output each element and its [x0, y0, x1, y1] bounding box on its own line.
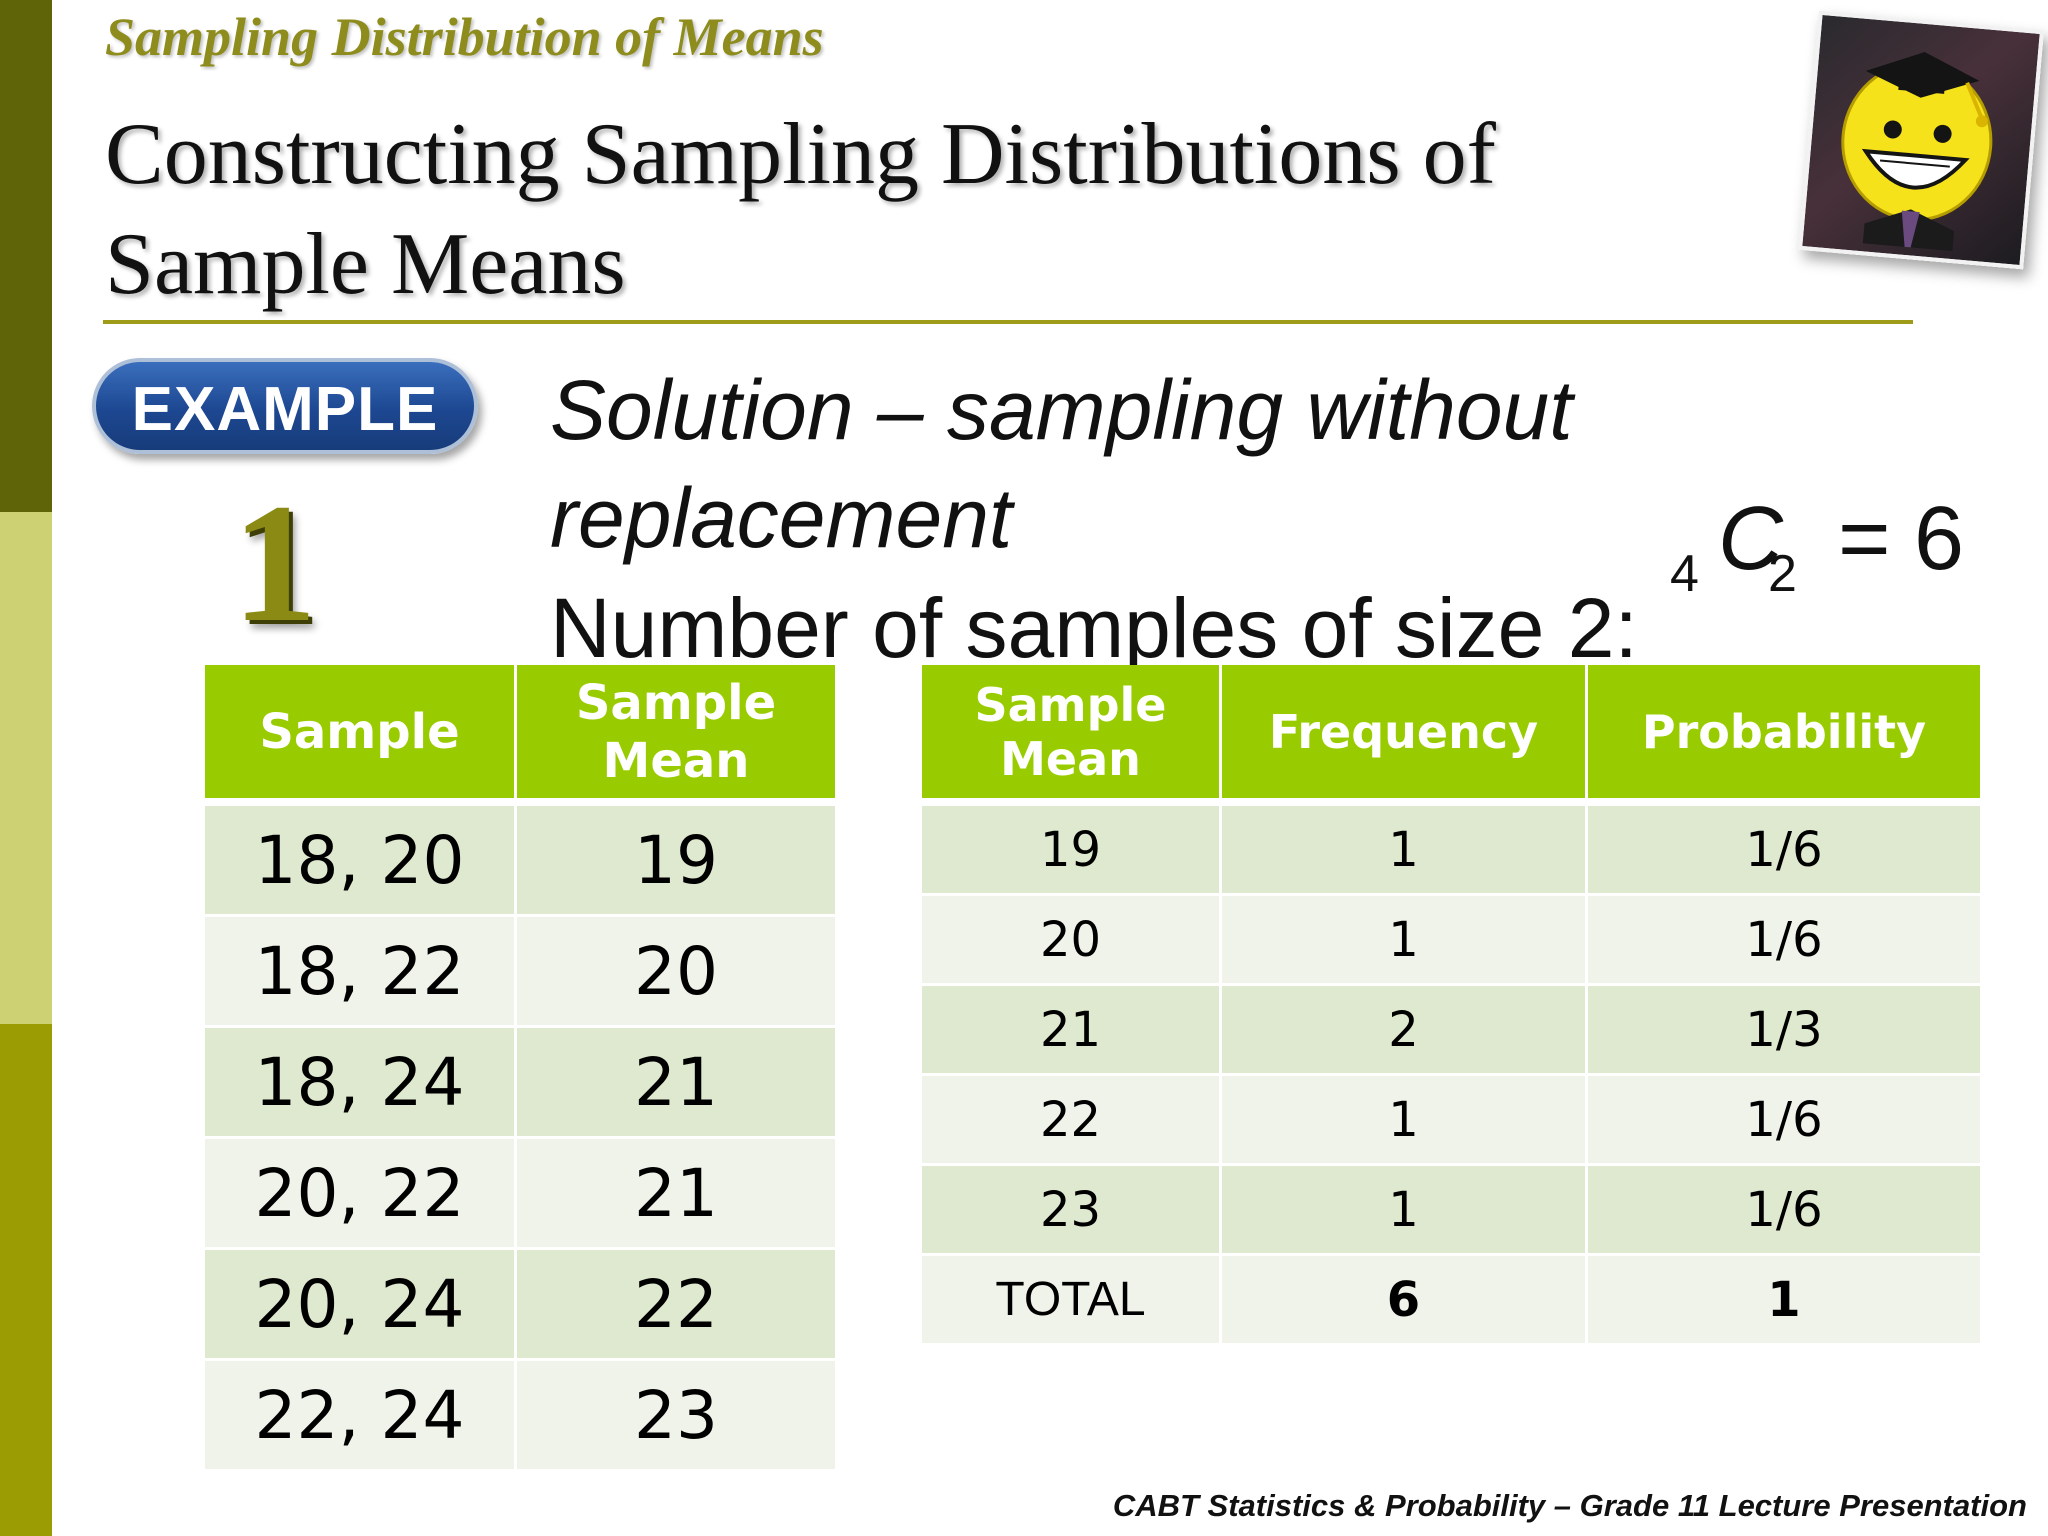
table-cell: 1 [1222, 806, 1588, 896]
solution-heading: Solution – sampling without [550, 363, 1573, 457]
total-probability: 1 [1588, 1256, 1980, 1346]
title-divider [103, 320, 1913, 324]
table-total-row: TOTAL 6 1 [922, 1256, 1980, 1346]
distribution-table: Sample Mean Frequency Probability 19 1 1… [922, 665, 1980, 1346]
table-row: 22 1 1/6 [922, 1076, 1980, 1166]
table-cell: 20, 22 [205, 1139, 517, 1250]
table-cell: 18, 22 [205, 917, 517, 1028]
column-header: Probability [1588, 665, 1980, 806]
table-cell: 1 [1222, 1166, 1588, 1256]
table-row: 23 1 1/6 [922, 1166, 1980, 1256]
table-row: 21 2 1/3 [922, 986, 1980, 1076]
sample-count-label: Number of samples of size 2: [550, 581, 1638, 675]
table-cell: 18, 24 [205, 1028, 517, 1139]
table-cell: 22 [517, 1250, 835, 1361]
table-row: 20, 24 22 [205, 1250, 835, 1361]
column-header: Sample Mean [517, 665, 835, 806]
table-cell: 21 [517, 1139, 835, 1250]
table-row: 22, 24 23 [205, 1361, 835, 1472]
table-cell: 22 [922, 1076, 1222, 1166]
table-cell: 19 [517, 806, 835, 917]
table-row: 20, 22 21 [205, 1139, 835, 1250]
yellow-smiley-character-icon [1841, 51, 1993, 252]
table-cell: 20, 24 [205, 1250, 517, 1361]
column-header: Sample [205, 665, 517, 806]
slide-title: Constructing Sampling Distributions of S… [105, 106, 1496, 313]
slide-footer: CABT Statistics & Probability – Grade 11… [1112, 1488, 2027, 1523]
table-cell: 1/6 [1588, 1076, 1980, 1166]
combination-formula: 4 C 2 = 6 [1668, 489, 1988, 610]
sidebar-band-light [0, 512, 52, 1024]
example-number: 1 [232, 469, 317, 657]
table-cell: 1/6 [1588, 806, 1980, 896]
formula-value: 6 [1914, 489, 1965, 589]
table-cell: 1/3 [1588, 986, 1980, 1076]
teacher-portrait-image [1797, 10, 2045, 270]
table-cell: 1/6 [1588, 896, 1980, 986]
table-cell: 2 [1222, 986, 1588, 1076]
table-cell: 20 [517, 917, 835, 1028]
formula-r: 2 [1768, 545, 1797, 603]
table-cell: 1/6 [1588, 1166, 1980, 1256]
sidebar-band-dark [0, 0, 52, 512]
formula-symbol: C [1718, 489, 1783, 589]
formula-n: 4 [1670, 545, 1699, 603]
table-row: 18, 22 20 [205, 917, 835, 1028]
table-row: 20 1 1/6 [922, 896, 1980, 986]
samples-table: Sample Sample Mean 18, 20 19 18, 22 20 1… [205, 665, 835, 1472]
table-cell: 1 [1222, 896, 1588, 986]
table-cell: 21 [517, 1028, 835, 1139]
table-cell: 23 [922, 1166, 1222, 1256]
table-row: 18, 20 19 [205, 806, 835, 917]
formula-equals: = [1838, 489, 1891, 589]
column-header: Frequency [1222, 665, 1588, 806]
example-badge: EXAMPLE [92, 358, 478, 454]
table-cell: 18, 20 [205, 806, 517, 917]
table-row: 18, 24 21 [205, 1028, 835, 1139]
table-header-row: Sample Sample Mean [205, 665, 835, 806]
slide-topic: Sampling Distribution of Means [105, 7, 824, 67]
table-cell: 19 [922, 806, 1222, 896]
table-cell: 22, 24 [205, 1361, 517, 1472]
column-header: Sample Mean [922, 665, 1222, 806]
total-frequency: 6 [1222, 1256, 1588, 1346]
sidebar-band-olive [0, 1024, 52, 1536]
table-cell: 21 [922, 986, 1222, 1076]
table-row: 19 1 1/6 [922, 806, 1980, 896]
table-cell: 23 [517, 1361, 835, 1472]
total-label: TOTAL [922, 1256, 1222, 1346]
table-cell: 1 [1222, 1076, 1588, 1166]
solution-heading-continued: replacement [550, 471, 1013, 565]
table-header-row: Sample Mean Frequency Probability [922, 665, 1980, 806]
table-cell: 20 [922, 896, 1222, 986]
